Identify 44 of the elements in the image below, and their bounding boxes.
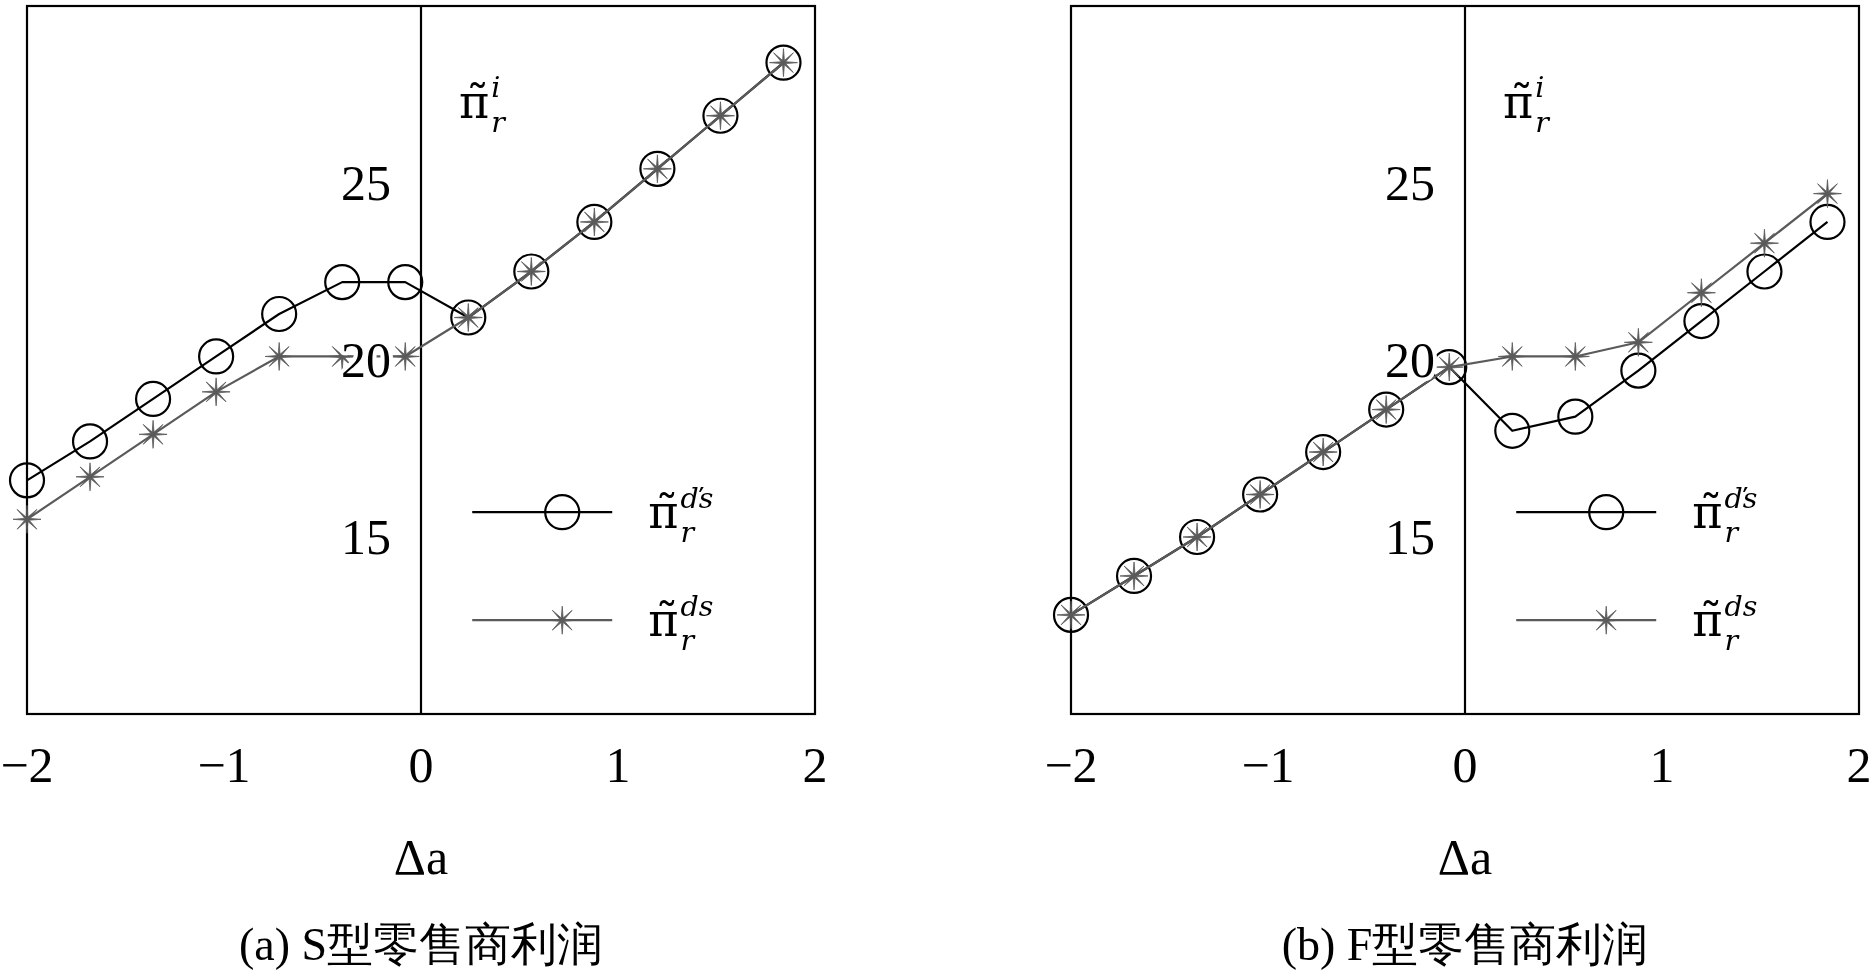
point — [261, 295, 298, 333]
y-tick-label: 15 — [341, 509, 391, 565]
x-tick-label: 2 — [802, 737, 828, 793]
x-tick-label: −1 — [197, 737, 251, 793]
point — [324, 264, 361, 301]
point — [1746, 253, 1783, 290]
x-tick-label: −2 — [1044, 737, 1098, 793]
x-tick-label: 0 — [1452, 737, 1478, 793]
point — [1683, 302, 1720, 340]
x-axis-title: Δa — [393, 829, 449, 885]
point — [201, 377, 231, 407]
point — [198, 338, 235, 375]
y-tick-label: 25 — [341, 155, 391, 211]
point — [134, 380, 172, 418]
x-tick-label: 2 — [1846, 737, 1872, 793]
x-axis-title: Δa — [1437, 829, 1493, 885]
point — [75, 462, 105, 492]
text: (a) S型零售商利润 — [238, 919, 604, 970]
x-tick-label: −2 — [0, 737, 54, 793]
point — [8, 462, 46, 499]
point — [1623, 327, 1653, 357]
point — [138, 419, 168, 449]
point — [387, 264, 424, 301]
y-tick-label: 20 — [1385, 332, 1435, 388]
y-tick-label: 25 — [1385, 155, 1435, 211]
point — [1620, 352, 1657, 389]
point — [264, 342, 294, 371]
x-tick-label: 1 — [605, 737, 631, 793]
point — [12, 504, 42, 534]
point — [1560, 342, 1590, 371]
x-tick-label: 1 — [1649, 737, 1675, 793]
point — [390, 342, 420, 371]
x-tick-label: −1 — [1241, 737, 1295, 793]
point — [71, 423, 109, 460]
point — [1497, 342, 1527, 371]
point — [1809, 203, 1846, 241]
y-tick-label: 15 — [1385, 509, 1435, 565]
point — [1750, 228, 1779, 258]
point — [1557, 398, 1594, 435]
point — [1687, 278, 1716, 308]
text: (b) F型零售商利润 — [1281, 919, 1649, 970]
x-tick-label: 0 — [408, 737, 434, 793]
point — [1813, 179, 1842, 209]
point — [1494, 412, 1531, 449]
